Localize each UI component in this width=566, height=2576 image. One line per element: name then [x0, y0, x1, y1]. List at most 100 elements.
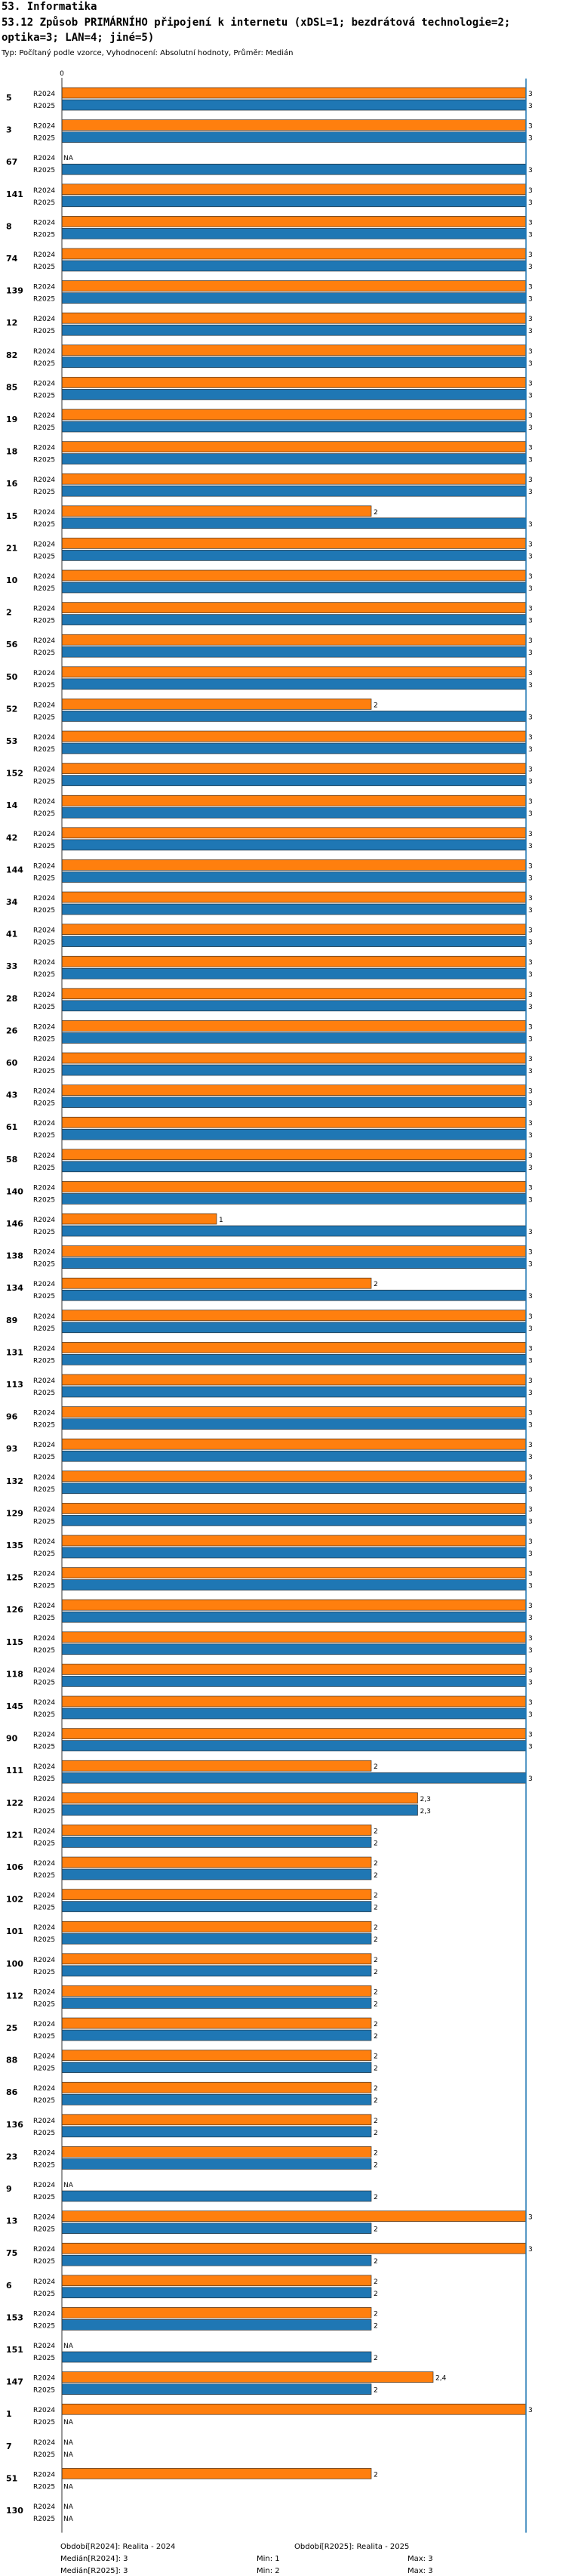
bar-r2024	[61, 924, 527, 935]
series-label: R2024	[33, 219, 55, 227]
bar-r2025	[61, 1097, 527, 1108]
value-label: 3	[528, 1035, 533, 1043]
bar-r2024	[61, 2307, 372, 2318]
series-label: R2024	[33, 1474, 55, 1482]
category-label: 112	[6, 1991, 23, 2001]
value-label: 2	[374, 2355, 378, 2362]
category-label: 6	[6, 2281, 12, 2291]
value-label: 2	[374, 2226, 378, 2234]
bar-r2025	[61, 324, 527, 336]
series-label: R2024	[33, 2118, 55, 2125]
bar-r2024	[61, 377, 527, 388]
value-label: 2	[374, 2387, 378, 2395]
bar-r2024	[61, 1856, 372, 1868]
value-label: 3	[528, 541, 533, 548]
series-label: R2025	[33, 521, 55, 529]
series-label: R2024	[33, 2310, 55, 2318]
value-label: 2	[374, 1872, 378, 1880]
series-label: R2024	[33, 477, 55, 484]
series-label: R2025	[33, 2516, 55, 2523]
series-label: R2025	[33, 2355, 55, 2362]
value-label: 3	[528, 445, 533, 452]
series-label: R2025	[33, 618, 55, 625]
value-label: 3	[528, 1571, 533, 1578]
bar-r2024	[61, 1084, 527, 1096]
bar-r2024	[61, 1889, 372, 1900]
category-label: 141	[6, 190, 23, 199]
value-label: 3	[528, 959, 533, 967]
bar-r2025	[61, 2319, 372, 2331]
bar-r2024	[61, 569, 527, 582]
category-label: 140	[6, 1186, 23, 1196]
category-label: 151	[6, 2345, 23, 2355]
bar-r2024	[61, 1020, 527, 1032]
category-label: 111	[6, 1766, 23, 1775]
value-label: 3	[528, 1550, 533, 1558]
series-label: R2025	[33, 2387, 55, 2395]
series-label: R2024	[33, 1056, 55, 1063]
series-label: R2025	[33, 553, 55, 560]
value-label: 2	[374, 1840, 378, 1847]
series-label: R2024	[33, 831, 55, 838]
value-label: 3	[528, 682, 533, 690]
value-label: 2	[374, 509, 378, 517]
series-label: R2025	[33, 649, 55, 657]
series-label: R2025	[33, 1035, 55, 1043]
category-label: 129	[6, 1508, 23, 1518]
series-label: R2024	[33, 1988, 55, 1996]
series-label: R2024	[33, 1345, 55, 1353]
value-label: 2	[374, 2001, 378, 2008]
bar-r2024	[61, 1631, 527, 1643]
bar-r2025	[61, 1450, 527, 1462]
legend-median-2024: Medián[R2024]: 3	[60, 2555, 128, 2563]
bar-r2025	[61, 2158, 372, 2170]
value-label: 3	[528, 606, 533, 613]
category-label: 153	[6, 2312, 23, 2322]
bar-r2024	[61, 1310, 527, 1322]
category-label: 28	[6, 994, 17, 1004]
series-label: R2024	[33, 380, 55, 387]
series-label: R2025	[33, 2065, 55, 2073]
series-label: R2025	[33, 1711, 55, 1719]
bar-r2025	[61, 1708, 527, 1720]
bar-r2025	[61, 1676, 527, 1687]
value-label: 2	[374, 2118, 378, 2125]
value-label: 3	[528, 637, 533, 645]
value-label: 3	[528, 348, 533, 356]
bar-r2024	[61, 1535, 527, 1547]
category-label: 86	[6, 2087, 18, 2097]
series-label: R2025	[33, 907, 55, 915]
category-label: 53	[6, 736, 17, 746]
value-label: 3	[528, 1518, 533, 1526]
category-label: 126	[6, 1605, 23, 1615]
value-label: 3	[528, 1132, 533, 1140]
value-label: 2	[374, 2085, 378, 2093]
series-label: R2024	[33, 1120, 55, 1128]
category-label: 7	[6, 2442, 12, 2451]
value-label: 3	[528, 1506, 533, 1513]
series-label: R2025	[33, 103, 55, 110]
series-label: R2024	[33, 1313, 55, 1321]
bar-r2025	[61, 1772, 527, 1784]
value-label: 3	[528, 798, 533, 806]
series-label: R2024	[33, 927, 55, 935]
series-label: R2025	[33, 875, 55, 882]
series-label: R2025	[33, 2161, 55, 2169]
bar-r2025	[61, 2190, 372, 2202]
bar-r2025	[61, 131, 527, 143]
series-label: R2024	[33, 348, 55, 356]
series-label: R2024	[33, 1699, 55, 1707]
series-label: R2025	[33, 328, 55, 335]
value-label: 3	[528, 251, 533, 259]
series-label: R2025	[33, 1840, 55, 1847]
value-label: 2	[374, 1893, 378, 1900]
section-title: 53. Informatika	[2, 1, 97, 13]
series-label: R2024	[33, 412, 55, 420]
bar-r2024	[61, 1695, 527, 1708]
category-label: 146	[6, 1219, 23, 1229]
bar-r2025	[61, 2254, 372, 2266]
bar-r2025	[61, 2062, 372, 2073]
value-label: 3	[528, 1261, 533, 1269]
category-label: 43	[6, 1091, 17, 1100]
series-label: R2025	[33, 1583, 55, 1590]
